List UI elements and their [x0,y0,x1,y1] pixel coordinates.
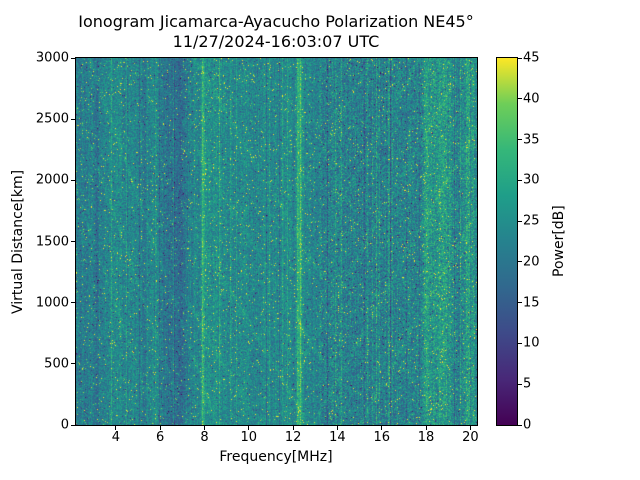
figure-subtitle: 11/27/2024-16:03:07 UTC [172,32,380,51]
x-tick-label: 6 [156,430,165,445]
x-axis-label: Frequency[MHz] [219,449,333,465]
x-tick-label: 20 [462,430,479,445]
y-tick-label: 0 [60,417,69,433]
colorbar-tick-label: 30 [523,172,540,188]
y-tick-label: 2000 [35,172,69,188]
x-tick-mark [381,426,383,430]
y-tick-mark [71,118,75,120]
x-tick-mark [115,426,117,430]
colorbar-label: Power[dB] [551,205,567,278]
x-tick-mark [159,426,161,430]
colorbar-tick-label: 40 [523,91,540,107]
colorbar-tick-label: 45 [523,50,540,66]
x-tick-label: 16 [373,430,391,445]
x-tick-label: 12 [284,430,302,445]
y-tick-label: 1000 [35,295,69,311]
colorbar-tick-mark [518,179,522,181]
colorbar-tick-mark [518,98,522,100]
y-tick-mark [71,179,75,181]
colorbar-tick-mark [518,57,522,59]
colorbar-tick-label: 20 [523,254,540,270]
colorbar-tick-label: 5 [523,376,532,392]
x-tick-mark [425,426,427,430]
x-tick-label: 4 [111,430,121,445]
y-tick-mark [71,424,75,426]
y-tick-mark [71,363,75,365]
y-tick-mark [71,57,75,59]
x-tick-label: 14 [329,430,346,445]
y-tick-label: 500 [44,356,69,372]
y-tick-label: 2500 [35,111,69,127]
x-tick-mark [203,426,205,430]
y-tick-label: 1500 [35,234,69,249]
colorbar-tick-mark [518,302,522,304]
x-tick-label: 8 [200,430,209,445]
colorbar-tick-mark [518,342,522,344]
colorbar-tick-mark [518,220,522,222]
colorbar-tick-label: 25 [523,213,540,229]
ionogram-heatmap [76,58,477,425]
x-tick-mark [336,426,338,430]
x-tick-label: 10 [240,430,258,445]
colorbar-tick-label: 10 [523,335,540,351]
x-tick-label: 18 [417,430,435,445]
y-tick-mark [71,302,75,304]
plot-frame [75,57,478,426]
y-tick-label: 3000 [35,50,69,66]
colorbar-tick-mark [518,383,522,385]
colorbar-tick-mark [518,424,522,426]
colorbar-tick-mark [518,261,522,263]
colorbar-tick-mark [518,139,522,141]
x-tick-mark [248,426,250,430]
figure-title: Ionogram Jicamarca-Ayacucho Polarization… [78,12,474,31]
x-tick-mark [469,426,471,430]
colorbar-tick-label: 15 [523,295,540,311]
colorbar-frame [496,57,518,426]
colorbar-gradient [497,58,517,425]
y-tick-mark [71,241,75,242]
colorbar-tick-label: 0 [523,417,532,433]
x-tick-mark [292,426,294,430]
colorbar-tick-label: 35 [523,132,540,148]
